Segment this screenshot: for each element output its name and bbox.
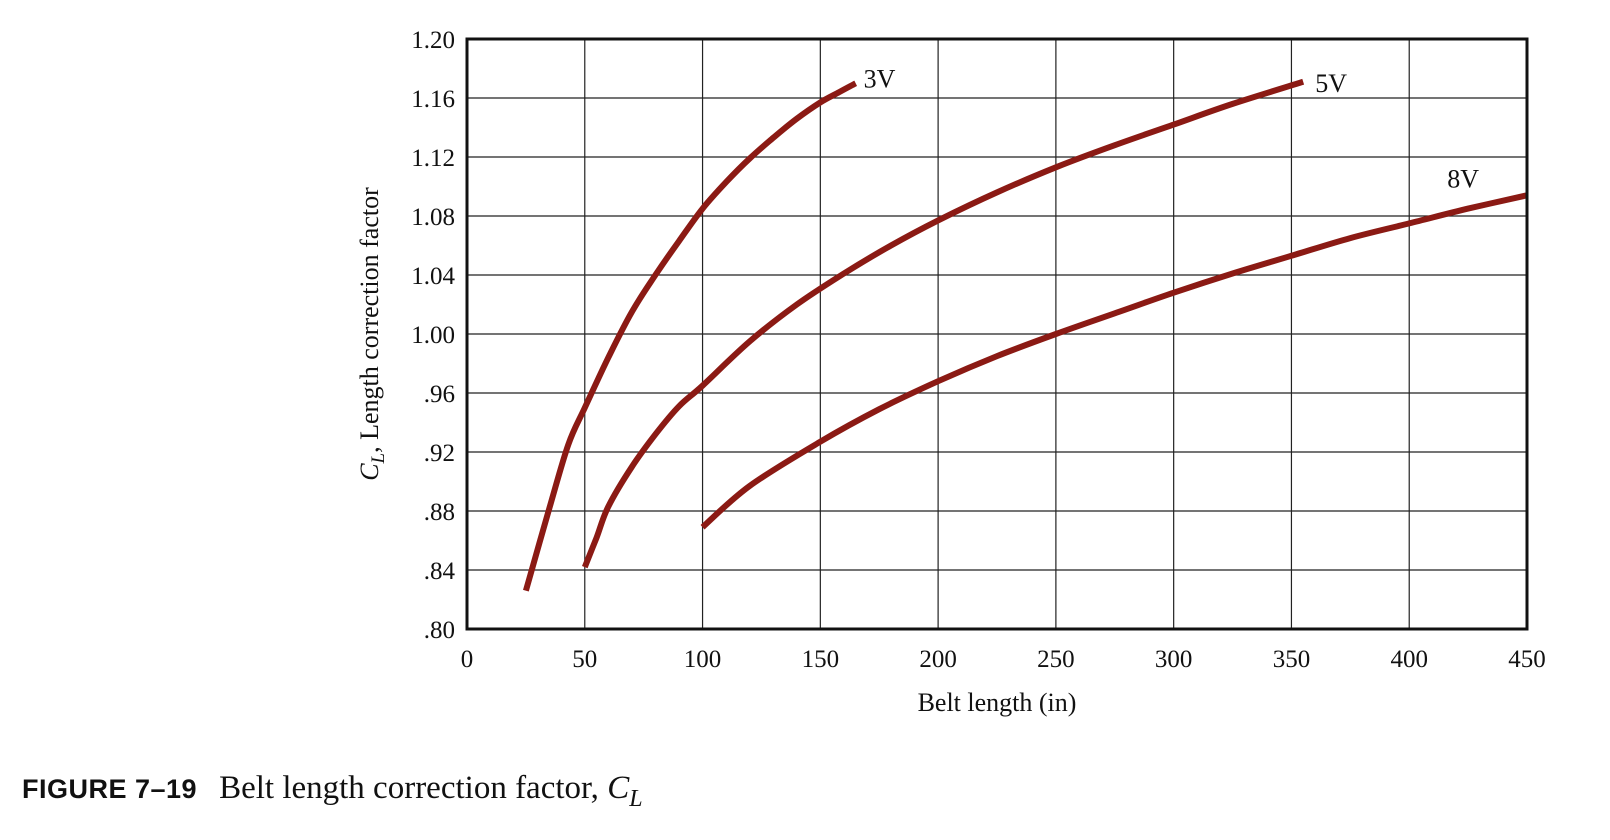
- x-axis-title: Belt length (in): [918, 688, 1077, 717]
- x-tick-label: 450: [1508, 646, 1546, 673]
- series-lines: 3V 5V 8V: [523, 64, 1528, 592]
- y-tick-label: 1.08: [411, 204, 455, 231]
- x-axis-ticks: 0 50 100 150 200 250 300 350 400 450: [461, 646, 1546, 673]
- chart: 0 50 100 150 200 250 300 350 400 450 .80 .84 .88 .92…: [355, 27, 1546, 717]
- x-tick-label: 50: [572, 646, 597, 673]
- x-tick-label: 350: [1273, 646, 1311, 673]
- y-tick-label: .84: [424, 558, 456, 585]
- y-tick-label: 1.20: [411, 27, 455, 54]
- figure-caption-symbol: C: [607, 770, 630, 806]
- x-tick-label: 300: [1155, 646, 1193, 673]
- y-axis-ticks: .80 .84 .88 .92 .96 1.00 1.04 1.08 1.12 1.16 1.20: [411, 27, 455, 644]
- series-line-5v: [581, 78, 1305, 569]
- y-axis-subscript: L: [368, 453, 389, 465]
- series-line-3v: [523, 80, 858, 592]
- x-tick-label: 100: [684, 646, 722, 673]
- y-axis-symbol: C: [355, 463, 384, 481]
- series-label-5v: 5V: [1315, 69, 1347, 98]
- y-tick-label: .88: [424, 499, 455, 526]
- figure-label: FIGURE 7–19: [22, 774, 198, 804]
- grid-lines: [466, 38, 1528, 630]
- y-tick-label: .96: [424, 381, 455, 408]
- x-tick-label: 150: [802, 646, 840, 673]
- plot-frame: [465, 37, 1529, 631]
- figure-caption-text: Belt length correction factor,: [219, 770, 608, 806]
- y-axis-text: , Length correction factor: [355, 187, 384, 453]
- y-tick-label: .92: [424, 440, 455, 467]
- figure-caption: FIGURE 7–19 Belt length correction factor…: [22, 770, 643, 812]
- x-tick-label: 0: [461, 646, 474, 673]
- y-axis-title: CL, Length correction factor: [355, 187, 389, 481]
- series-label-8v: 8V: [1447, 164, 1479, 193]
- series-line-8v: [700, 192, 1528, 530]
- series-label-3v: 3V: [864, 64, 896, 93]
- x-tick-label: 200: [919, 646, 957, 673]
- x-tick-label: 250: [1037, 646, 1075, 673]
- y-tick-label: 1.12: [411, 145, 455, 172]
- y-tick-label: .80: [424, 617, 455, 644]
- x-tick-label: 400: [1390, 646, 1428, 673]
- y-tick-label: 1.16: [411, 86, 455, 113]
- figure-caption-subscript: L: [629, 786, 643, 812]
- y-tick-label: 1.00: [411, 322, 455, 349]
- y-tick-label: 1.04: [411, 263, 455, 290]
